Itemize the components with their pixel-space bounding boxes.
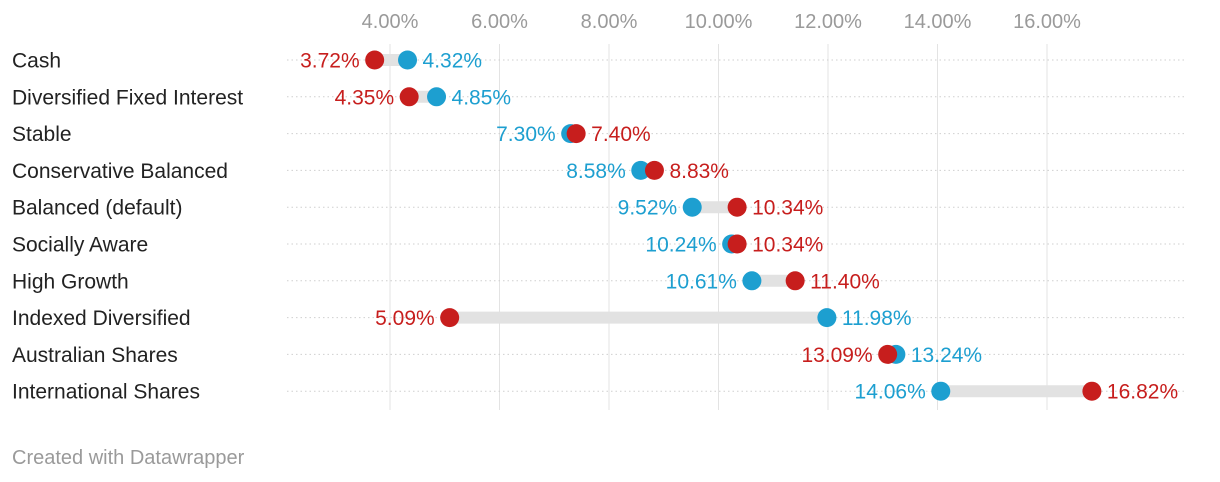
x-tick-label: 6.00% (471, 11, 528, 33)
dot-red (365, 50, 385, 70)
value-label-red: 11.40% (810, 270, 880, 293)
dot-red (1082, 381, 1102, 401)
dot-red (440, 308, 460, 328)
row-lines (287, 59, 1185, 392)
category-label: International Shares (12, 381, 200, 404)
value-label-blue: 14.06% (855, 381, 926, 404)
category-label: Stable (12, 123, 72, 146)
dot-red (399, 87, 419, 107)
x-tick-label: 16.00% (1013, 11, 1081, 33)
x-axis-ticks: 4.00% 6.00% 8.00% 10.00% 12.00% 14.00% 16.00% (362, 11, 1081, 33)
value-label-red: 13.09% (801, 344, 872, 367)
value-label-red: 8.83% (669, 160, 729, 183)
value-label-blue: 4.85% (452, 86, 512, 109)
category-label: Conservative Balanced (12, 160, 228, 183)
dot-blue (398, 50, 418, 70)
value-label-blue: 11.98% (842, 307, 912, 330)
value-label-red: 3.72% (300, 50, 360, 73)
x-tick-label: 10.00% (685, 11, 753, 33)
dot-red (785, 271, 805, 291)
dot-red (727, 234, 747, 254)
value-label-blue: 7.30% (496, 123, 556, 146)
value-labels: 3.72% 4.32% 4.35% 4.85% 7.30% 7.40% 8.58% 8.83%… (300, 50, 1178, 404)
value-label-blue: 9.52% (618, 197, 678, 220)
dot-blue (742, 271, 762, 291)
value-label-red: 7.40% (591, 123, 651, 146)
dot-blue (682, 197, 702, 217)
category-label: Cash (12, 50, 61, 73)
value-label-red: 16.82% (1107, 381, 1178, 404)
dot-blue (427, 87, 447, 107)
dot-red (644, 160, 664, 180)
category-label: Socially Aware (12, 234, 148, 257)
value-label-red: 5.09% (375, 307, 435, 330)
value-label-blue: 8.58% (566, 160, 626, 183)
grid-lines (389, 44, 1048, 410)
connectors (374, 54, 1092, 398)
footer-credit[interactable]: Created with Datawrapper (12, 447, 245, 469)
dots (365, 50, 1102, 401)
value-label-blue: 13.24% (911, 344, 982, 367)
value-label-red: 4.35% (335, 86, 395, 109)
dot-red (878, 344, 898, 364)
value-label-blue: 10.61% (666, 270, 737, 293)
dot-red (566, 124, 586, 144)
category-label: Balanced (default) (12, 197, 182, 220)
value-label-blue: 10.24% (645, 234, 716, 257)
value-label-red: 10.34% (752, 234, 823, 257)
x-tick-label: 12.00% (794, 11, 862, 33)
dot-blue (931, 381, 951, 401)
value-label-red: 10.34% (752, 197, 823, 220)
dot-blue (817, 308, 837, 328)
category-label: Indexed Diversified (12, 307, 191, 330)
category-label: High Growth (12, 270, 129, 293)
dot-blue (631, 160, 651, 180)
dot-red (727, 197, 747, 217)
x-tick-label: 14.00% (904, 11, 972, 33)
x-tick-label: 4.00% (362, 11, 419, 33)
category-label: Diversified Fixed Interest (12, 86, 243, 109)
x-tick-label: 8.00% (581, 11, 638, 33)
value-label-blue: 4.32% (423, 50, 483, 73)
category-labels: Cash Diversified Fixed Interest Stable Cons… (12, 50, 243, 404)
category-label: Australian Shares (12, 344, 178, 367)
